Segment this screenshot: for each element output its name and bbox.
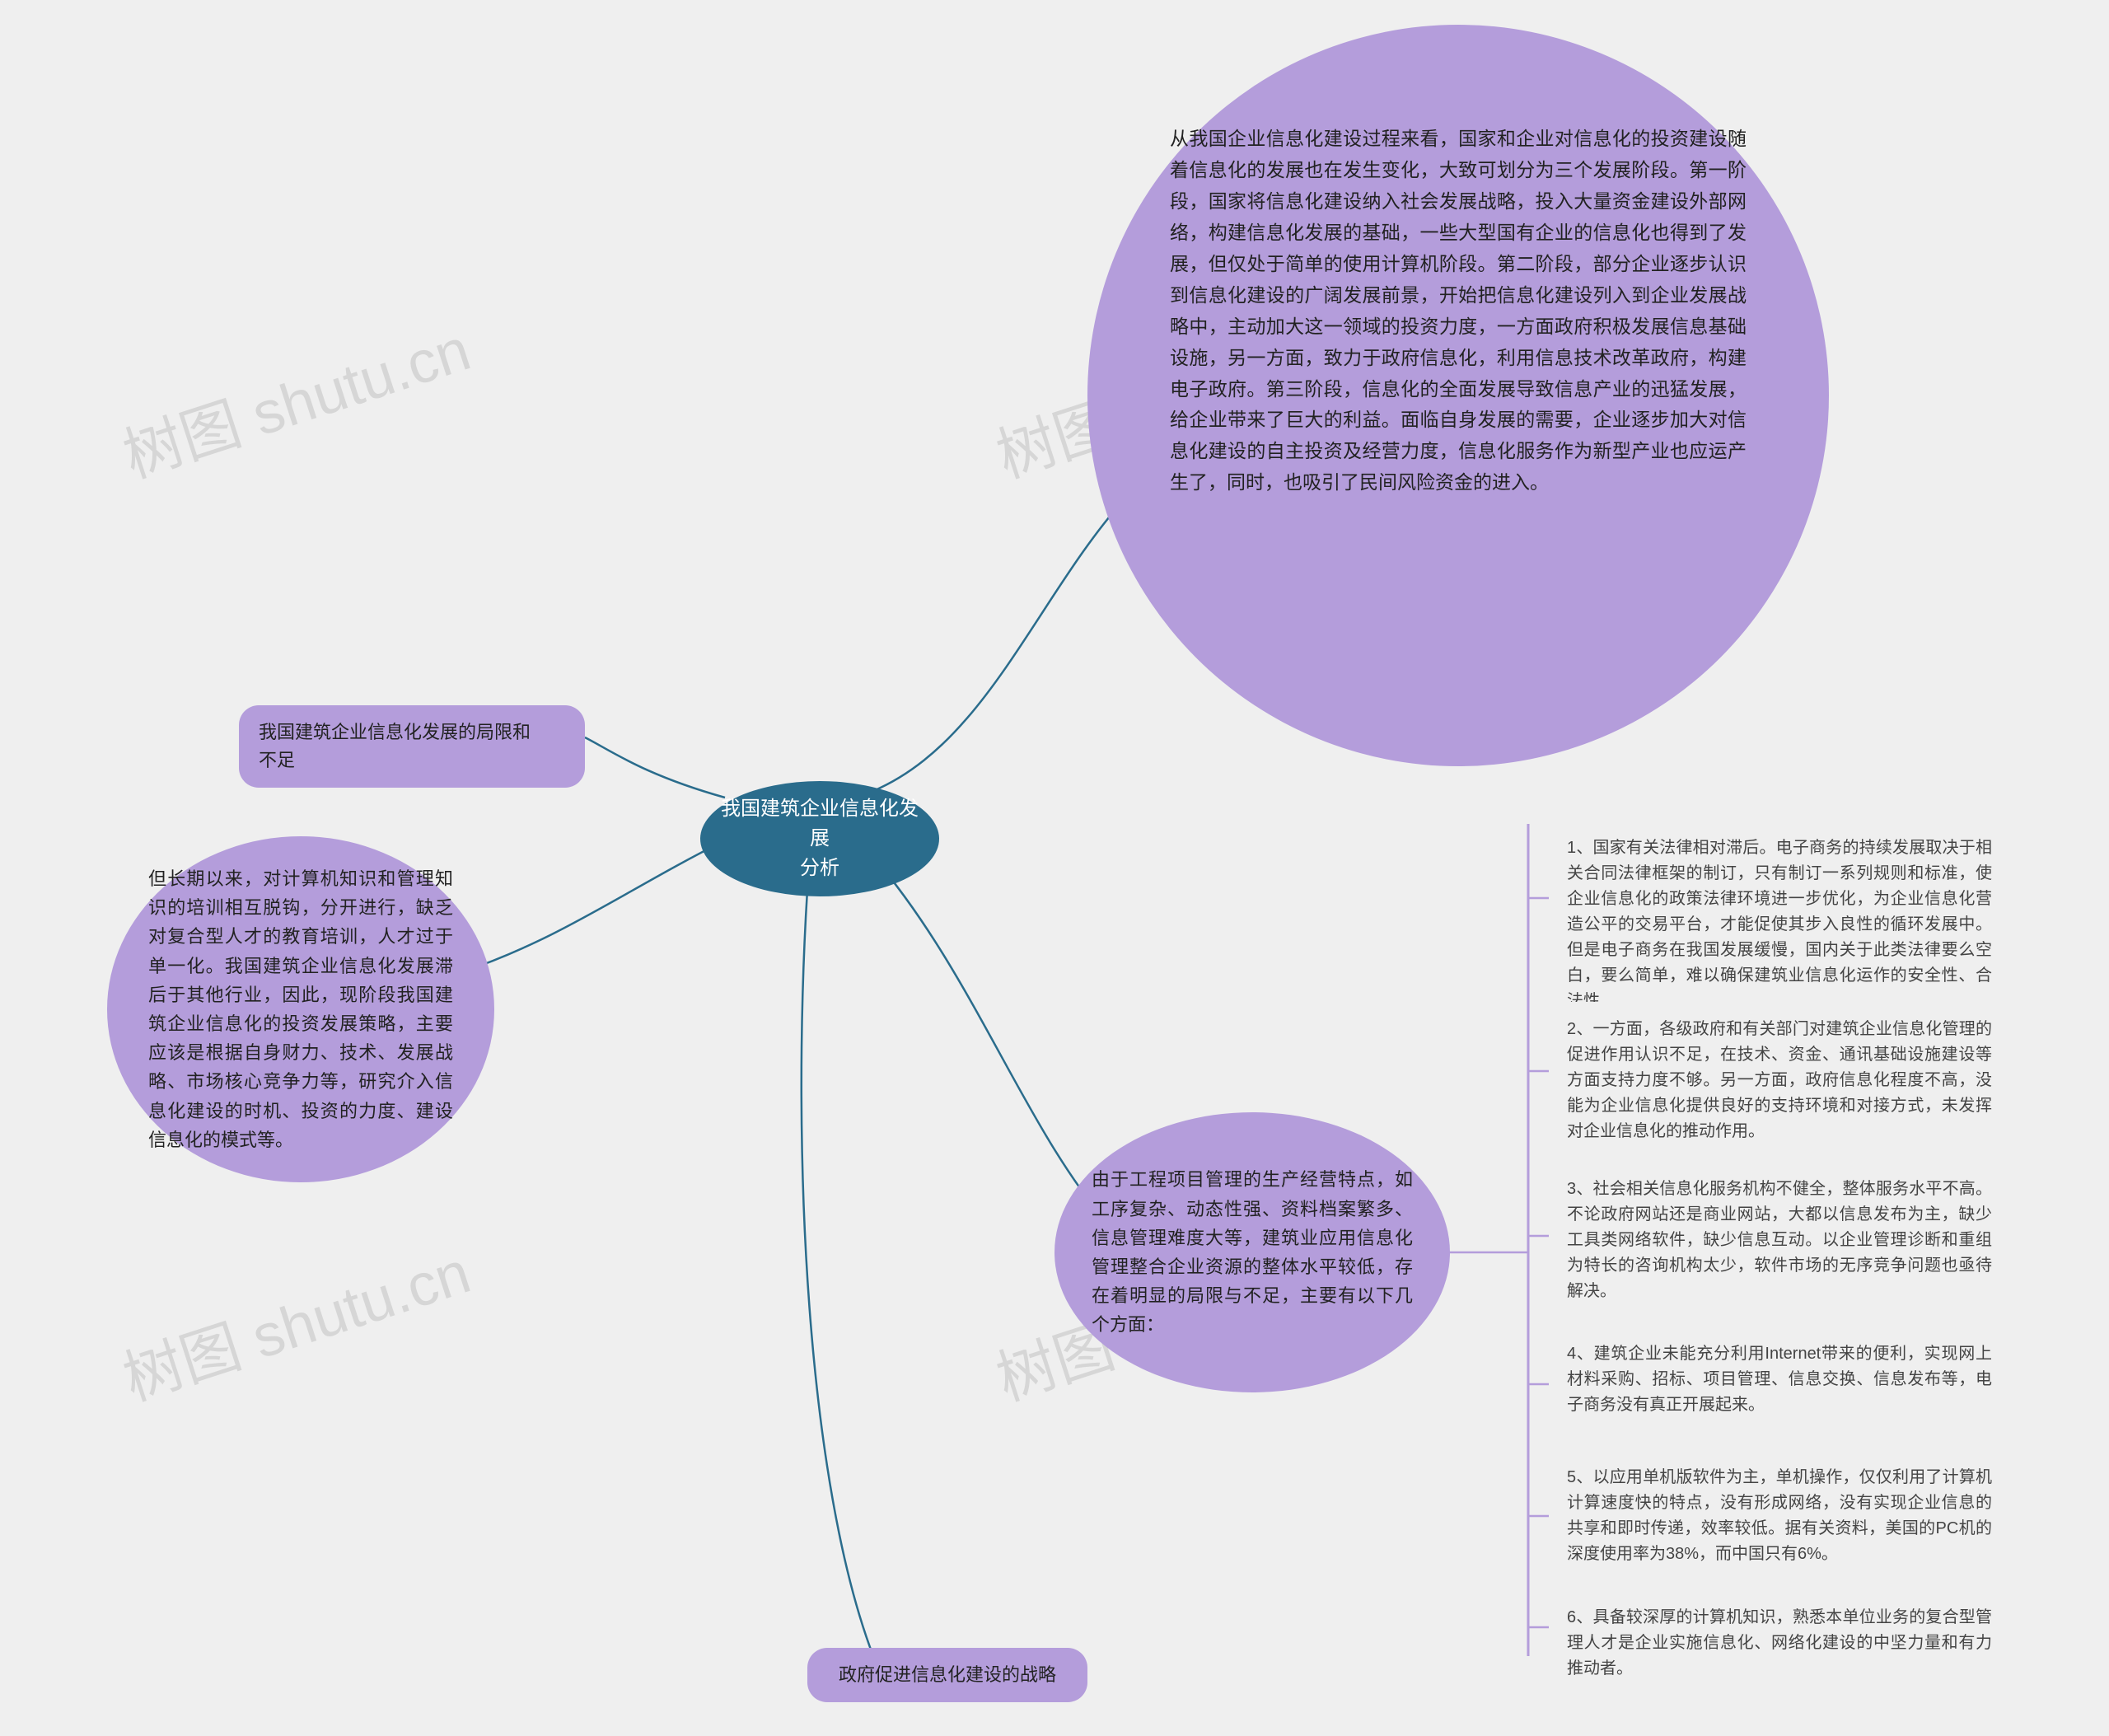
leaf-5-text: 5、以应用单机版软件为主，单机操作，仅仅利用了计算机计算速度快的特点，没有形成网… bbox=[1567, 1468, 1992, 1563]
leaf-1[interactable]: 1、国家有关法律相对滞后。电子商务的持续发展取决于相关合同法律框架的制订，只有制… bbox=[1549, 821, 2010, 1029]
leaf-2-text: 2、一方面，各级政府和有关部门对建筑企业信息化管理的促进作用认识不足，在技术、资… bbox=[1567, 1020, 1992, 1140]
limitations-pill[interactable]: 我国建筑企业信息化发展的局限和 不足 bbox=[239, 705, 585, 788]
leaf-6[interactable]: 6、具备较深厚的计算机知识，熟悉本单位业务的复合型管理人才是企业实施信息化、网络… bbox=[1549, 1590, 2010, 1696]
watermark: 树图 shutu.cn bbox=[110, 1224, 479, 1417]
training-gap-text: 但长期以来，对计算机知识和管理知识的培训相互脱钩，分开进行，缺乏对复合型人才的教… bbox=[148, 864, 453, 1154]
limitations-pill-text: 我国建筑企业信息化发展的局限和 不足 bbox=[259, 722, 531, 770]
leaf-5[interactable]: 5、以应用单机版软件为主，单机操作，仅仅利用了计算机计算速度快的特点，没有形成网… bbox=[1549, 1450, 2010, 1582]
project-mgmt-bubble[interactable]: 由于工程项目管理的生产经营特点，如工序复杂、动态性强、资料档案繁多、信息管理难度… bbox=[1054, 1112, 1450, 1392]
gov-strategy-text: 政府促进信息化建设的战略 bbox=[839, 1664, 1056, 1685]
leaf-6-text: 6、具备较深厚的计算机知识，熟悉本单位业务的复合型管理人才是企业实施信息化、网络… bbox=[1567, 1608, 1992, 1678]
leaf-4-text: 4、建筑企业未能充分利用Internet带来的便利，实现网上材料采购、招标、项目… bbox=[1567, 1345, 1992, 1414]
leaf-3[interactable]: 3、社会相关信息化服务机构不健全，整体服务水平不高。不论政府网站还是商业网站，大… bbox=[1549, 1162, 2010, 1319]
gov-strategy-pill[interactable]: 政府促进信息化建设的战略 bbox=[807, 1648, 1087, 1702]
leaf-1-text: 1、国家有关法律相对滞后。电子商务的持续发展取决于相关合同法律框架的制订，只有制… bbox=[1567, 839, 1992, 1010]
leaf-4[interactable]: 4、建筑企业未能充分利用Internet带来的便利，实现网上材料采购、招标、项目… bbox=[1549, 1327, 2010, 1433]
stage-overview-text: 从我国企业信息化建设过程来看，国家和企业对信息化的投资建设随着信息化的发展也在发… bbox=[1170, 128, 1747, 493]
leaf-2[interactable]: 2、一方面，各级政府和有关部门对建筑企业信息化管理的促进作用认识不足，在技术、资… bbox=[1549, 1002, 2010, 1159]
leaf-3-text: 3、社会相关信息化服务机构不健全，整体服务水平不高。不论政府网站还是商业网站，大… bbox=[1567, 1180, 1992, 1300]
center-title: 我国建筑企业信息化发展 分析 bbox=[717, 794, 923, 883]
stage-overview-bubble[interactable]: 从我国企业信息化建设过程来看，国家和企业对信息化的投资建设随着信息化的发展也在发… bbox=[1087, 25, 1829, 766]
project-mgmt-text: 由于工程项目管理的生产经营特点，如工序复杂、动态性强、资料档案繁多、信息管理难度… bbox=[1092, 1165, 1413, 1339]
center-node[interactable]: 我国建筑企业信息化发展 分析 bbox=[700, 781, 939, 896]
watermark: 树图 shutu.cn bbox=[110, 301, 479, 494]
training-gap-bubble[interactable]: 但长期以来，对计算机知识和管理知识的培训相互脱钩，分开进行，缺乏对复合型人才的教… bbox=[107, 836, 494, 1182]
